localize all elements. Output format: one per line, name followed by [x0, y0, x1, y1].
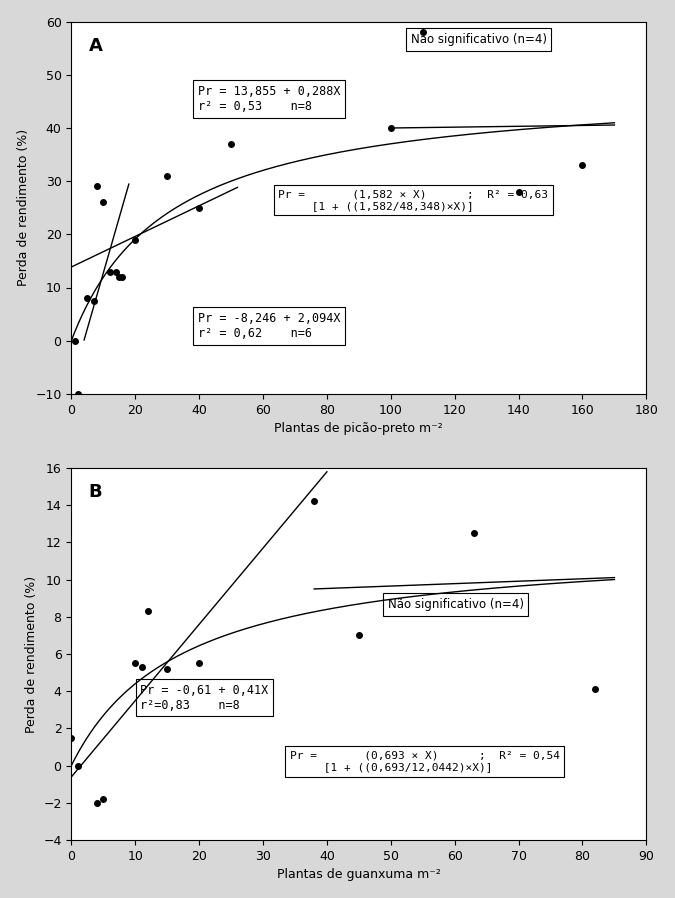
Point — [162, 169, 173, 183]
Point — [92, 796, 103, 810]
Point — [225, 136, 236, 151]
Point — [513, 185, 524, 199]
Point — [69, 333, 80, 348]
X-axis label: Plantas de picão-preto m⁻²: Plantas de picão-preto m⁻² — [275, 422, 443, 436]
Point — [88, 294, 99, 308]
Point — [82, 291, 92, 305]
Text: Pr = -8,246 + 2,094X
r² = 0,62    n=6: Pr = -8,246 + 2,094X r² = 0,62 n=6 — [198, 312, 340, 340]
Point — [142, 604, 153, 619]
Text: Não significativo (n=4): Não significativo (n=4) — [387, 598, 524, 612]
Y-axis label: Perda de rendimento (%): Perda de rendimento (%) — [25, 576, 38, 733]
Text: Pr = -0,61 + 0,41X
r²=0,83    n=8: Pr = -0,61 + 0,41X r²=0,83 n=8 — [140, 683, 269, 712]
Text: A: A — [88, 37, 103, 55]
X-axis label: Plantas de guanxuma m⁻²: Plantas de guanxuma m⁻² — [277, 868, 441, 881]
Text: Não significativo (n=4): Não significativo (n=4) — [410, 33, 547, 46]
Point — [194, 200, 205, 215]
Point — [98, 792, 109, 806]
Point — [66, 731, 77, 745]
Text: Pr =       (1,582 × X)      ;  R² = 0,63
     [1 + ((1,582/48,348)×X)]: Pr = (1,582 × X) ; R² = 0,63 [1 + ((1,58… — [278, 189, 548, 211]
Point — [130, 656, 140, 671]
Point — [92, 180, 103, 194]
Point — [577, 158, 588, 172]
Point — [385, 121, 396, 136]
Point — [117, 269, 128, 284]
Point — [72, 387, 83, 401]
Text: B: B — [88, 483, 102, 501]
Point — [417, 25, 428, 40]
Y-axis label: Perda de rendimento (%): Perda de rendimento (%) — [17, 129, 30, 286]
Point — [98, 195, 109, 209]
Point — [468, 526, 479, 541]
Point — [114, 269, 125, 284]
Point — [130, 233, 140, 247]
Point — [72, 759, 83, 773]
Text: Pr =       (0,693 × X)      ;  R² = 0,54
     [1 + ((0,693/12,0442)×X)]: Pr = (0,693 × X) ; R² = 0,54 [1 + ((0,69… — [290, 751, 560, 772]
Point — [590, 682, 601, 697]
Point — [162, 662, 173, 676]
Point — [308, 494, 319, 508]
Point — [136, 660, 147, 674]
Point — [354, 629, 364, 643]
Point — [111, 264, 122, 278]
Point — [104, 264, 115, 278]
Point — [194, 656, 205, 671]
Text: Pr = 13,855 + 0,288X
r² = 0,53    n=8: Pr = 13,855 + 0,288X r² = 0,53 n=8 — [198, 85, 340, 113]
